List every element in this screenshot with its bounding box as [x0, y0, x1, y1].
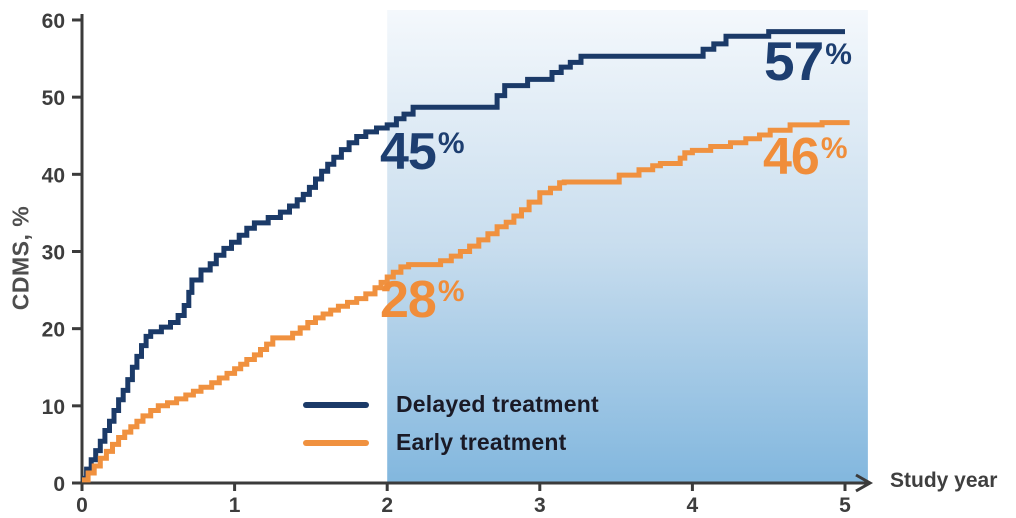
annotation-value: 28 — [380, 271, 437, 329]
annotation-early-5yr: 46% — [763, 131, 848, 183]
legend: Delayed treatment Early treatment — [303, 389, 599, 458]
x-tick-label: 1 — [229, 494, 241, 517]
legend-label-early: Early treatment — [396, 429, 567, 455]
x-tick-label: 4 — [687, 494, 699, 517]
percent-sign: % — [437, 127, 465, 160]
delayed-treatment-curve — [82, 29, 845, 481]
x-tick-label: 3 — [534, 494, 546, 517]
delayed-line-swatch — [303, 401, 369, 408]
x-axis-arrow-icon — [855, 473, 874, 493]
early-treatment-curve — [82, 120, 850, 483]
legend-item-delayed: Delayed treatment — [303, 389, 599, 420]
y-axis-title: CDMS, % — [7, 205, 34, 311]
annotation-early-2yr: 28% — [380, 274, 465, 326]
y-tick-label: 60 — [42, 10, 65, 33]
x-axis-title: Study year — [890, 469, 998, 492]
percent-sign: % — [825, 38, 852, 71]
percent-sign: % — [820, 132, 848, 165]
early-line-swatch — [303, 439, 369, 446]
y-tick-label: 40 — [42, 164, 65, 187]
percent-sign: % — [437, 275, 465, 308]
x-tick-label: 0 — [76, 494, 88, 517]
x-tick-label: 5 — [839, 494, 851, 517]
y-tick-label: 50 — [42, 87, 65, 110]
annotation-value: 45 — [380, 123, 437, 181]
legend-item-early: Early treatment — [303, 427, 599, 458]
annotation-value: 46 — [763, 128, 820, 186]
annotation-delayed-5yr: 57% — [764, 34, 852, 89]
legend-label-delayed: Delayed treatment — [396, 391, 599, 417]
x-tick-label: 2 — [381, 494, 393, 517]
y-tick-label: 20 — [42, 319, 65, 342]
annotation-delayed-2yr: 45% — [380, 126, 465, 178]
annotation-value: 57 — [764, 30, 824, 92]
y-tick-label: 30 — [42, 241, 65, 264]
y-tick-label: 10 — [42, 396, 65, 419]
y-tick-label: 0 — [53, 473, 65, 496]
